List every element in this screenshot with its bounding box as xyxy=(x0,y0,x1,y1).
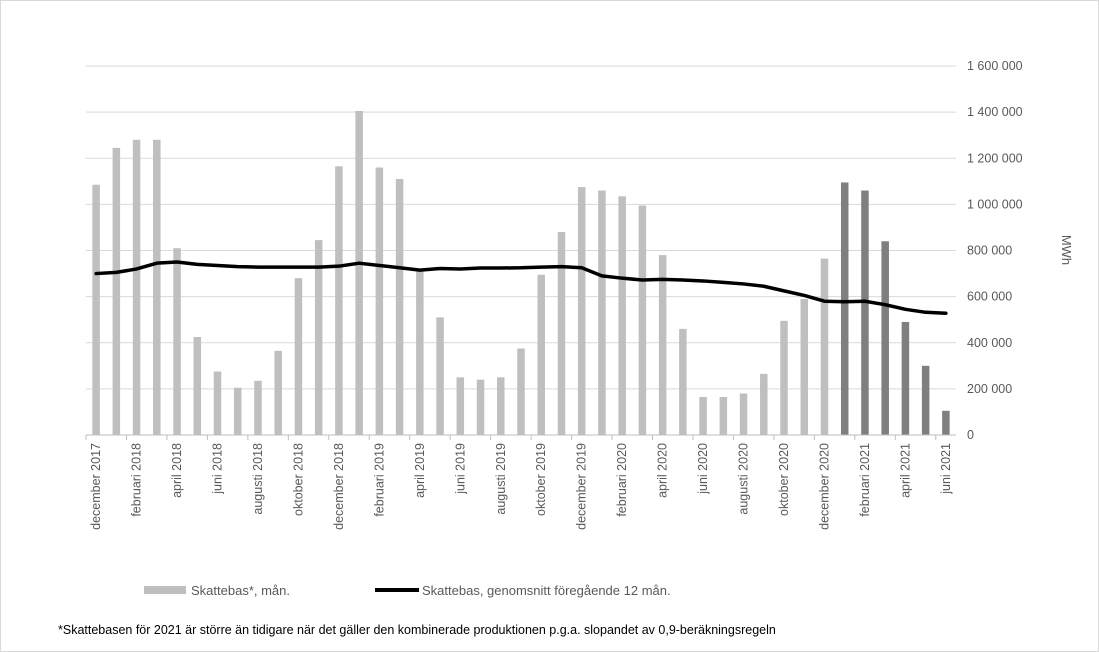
legend-line-label: Skattebas, genomsnitt föregående 12 mån. xyxy=(422,583,671,598)
x-tick-label: december 2018 xyxy=(332,443,346,530)
bar xyxy=(112,147,121,435)
bar xyxy=(942,410,950,435)
x-tick-label: juni 2018 xyxy=(211,443,225,495)
x-tick-label: oktober 2020 xyxy=(777,443,791,516)
y-tick-label: 200 000 xyxy=(967,382,1012,396)
legend-bar-swatch xyxy=(144,586,186,594)
bar-series xyxy=(92,110,950,436)
bar xyxy=(598,190,606,435)
bar xyxy=(719,396,728,435)
x-tick-label: oktober 2019 xyxy=(534,443,548,516)
bar xyxy=(739,393,748,435)
bar xyxy=(476,379,485,435)
footnote: *Skattebasen för 2021 är större än tidig… xyxy=(58,623,776,637)
bar xyxy=(577,187,586,435)
bar xyxy=(335,166,343,435)
bar xyxy=(861,190,869,435)
bar xyxy=(132,139,141,436)
bar xyxy=(760,373,768,435)
y-tick-label: 1 400 000 xyxy=(967,105,1023,119)
bar xyxy=(416,270,424,435)
bar xyxy=(881,241,889,435)
legend-bar-label: Skattebas*, mån. xyxy=(191,583,290,598)
bar xyxy=(618,196,626,435)
x-tick-label: april 2019 xyxy=(413,443,427,498)
bar xyxy=(820,258,829,435)
x-tick-label: februari 2019 xyxy=(372,443,386,517)
bar xyxy=(213,371,222,435)
bar xyxy=(233,387,242,435)
chart: 0 200 000 400 000 600 000 800 000 1 000 000 1 … xyxy=(85,59,1074,598)
bar xyxy=(840,182,849,435)
bar xyxy=(537,274,545,435)
bar xyxy=(173,248,181,435)
y-tick-label: 1 200 000 xyxy=(967,151,1023,165)
bar xyxy=(658,255,667,435)
y-tick-label: 1 600 000 xyxy=(967,59,1023,73)
bar xyxy=(294,278,303,435)
bar xyxy=(254,380,262,435)
bar xyxy=(153,139,161,436)
bar xyxy=(456,377,465,435)
x-axis-ticks: december 2017 februari 2018 april 2018 juni… xyxy=(89,443,953,530)
bar xyxy=(780,320,788,435)
y-tick-label: 0 xyxy=(967,428,974,442)
y-tick-label: 400 000 xyxy=(967,336,1012,350)
x-tick-label: februari 2021 xyxy=(858,443,872,517)
bar xyxy=(497,377,505,435)
bar xyxy=(274,350,282,435)
x-tick-label: juni 2021 xyxy=(939,443,953,495)
x-tick-label: oktober 2018 xyxy=(291,443,305,516)
average-line xyxy=(94,260,948,315)
x-tick-label: december 2020 xyxy=(817,443,831,530)
bar xyxy=(436,317,444,435)
y-axis-ticks: 0 200 000 400 000 600 000 800 000 1 000 000 1 … xyxy=(967,59,1023,442)
bar xyxy=(395,179,404,435)
bar xyxy=(638,205,647,435)
bar xyxy=(800,298,809,435)
bar xyxy=(679,328,687,435)
x-tick-label: april 2021 xyxy=(898,443,912,498)
bar xyxy=(193,336,202,435)
x-tick-label: december 2019 xyxy=(575,443,589,530)
y-axis-label: MWh xyxy=(1059,235,1074,265)
bar xyxy=(557,232,566,435)
x-tick-label: augusti 2020 xyxy=(737,443,751,515)
bar xyxy=(375,167,384,436)
bar xyxy=(92,184,100,435)
x-tick-label: juni 2019 xyxy=(453,443,467,495)
y-tick-label: 800 000 xyxy=(967,244,1012,258)
line-series xyxy=(94,260,948,315)
legend: Skattebas*, mån. Skattebas, genomsnitt f… xyxy=(144,583,671,598)
x-tick-label: april 2020 xyxy=(656,443,670,498)
x-axis xyxy=(85,434,956,440)
bar xyxy=(355,110,363,435)
bar xyxy=(901,321,910,435)
gridlines xyxy=(86,65,956,390)
x-tick-label: augusti 2019 xyxy=(494,443,508,515)
y-tick-label: 600 000 xyxy=(967,290,1012,304)
y-tick-label: 1 000 000 xyxy=(967,197,1023,211)
bar xyxy=(921,365,930,435)
bar xyxy=(699,396,707,435)
x-tick-label: juni 2020 xyxy=(696,443,710,495)
x-tick-label: februari 2018 xyxy=(130,443,144,517)
bar xyxy=(314,240,323,435)
x-tick-label: april 2018 xyxy=(170,443,184,498)
x-tick-label: augusti 2018 xyxy=(251,443,265,515)
x-tick-label: december 2017 xyxy=(89,443,103,530)
x-tick-label: februari 2020 xyxy=(615,443,629,517)
bar xyxy=(517,348,525,435)
